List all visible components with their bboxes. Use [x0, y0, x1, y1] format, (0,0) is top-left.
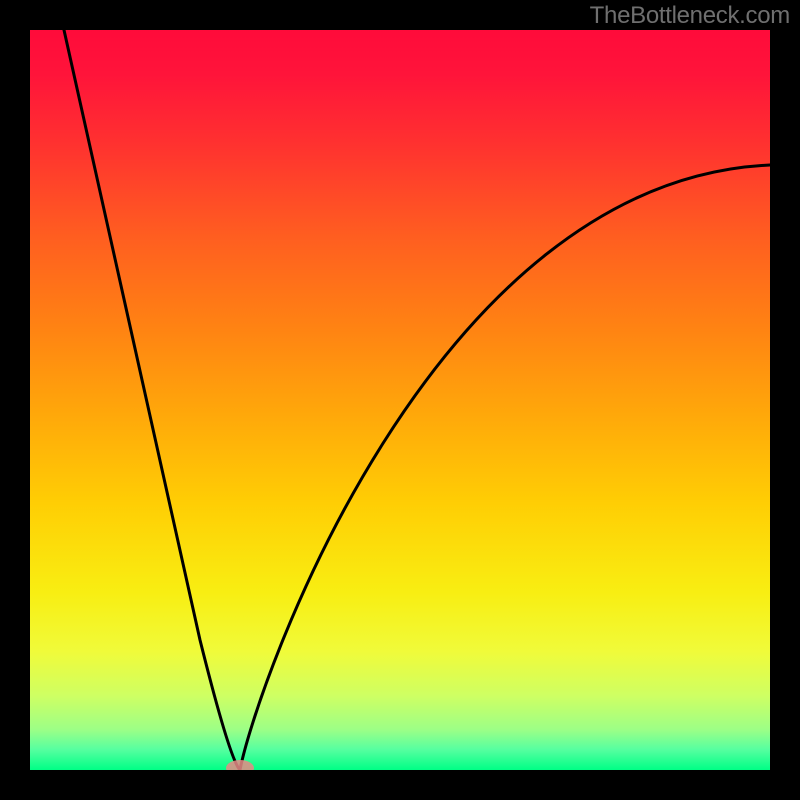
bottleneck-chart-svg: [0, 0, 800, 800]
plot-background: [30, 30, 770, 770]
chart-container: TheBottleneck.com: [0, 0, 800, 800]
watermark-text: TheBottleneck.com: [590, 2, 790, 30]
